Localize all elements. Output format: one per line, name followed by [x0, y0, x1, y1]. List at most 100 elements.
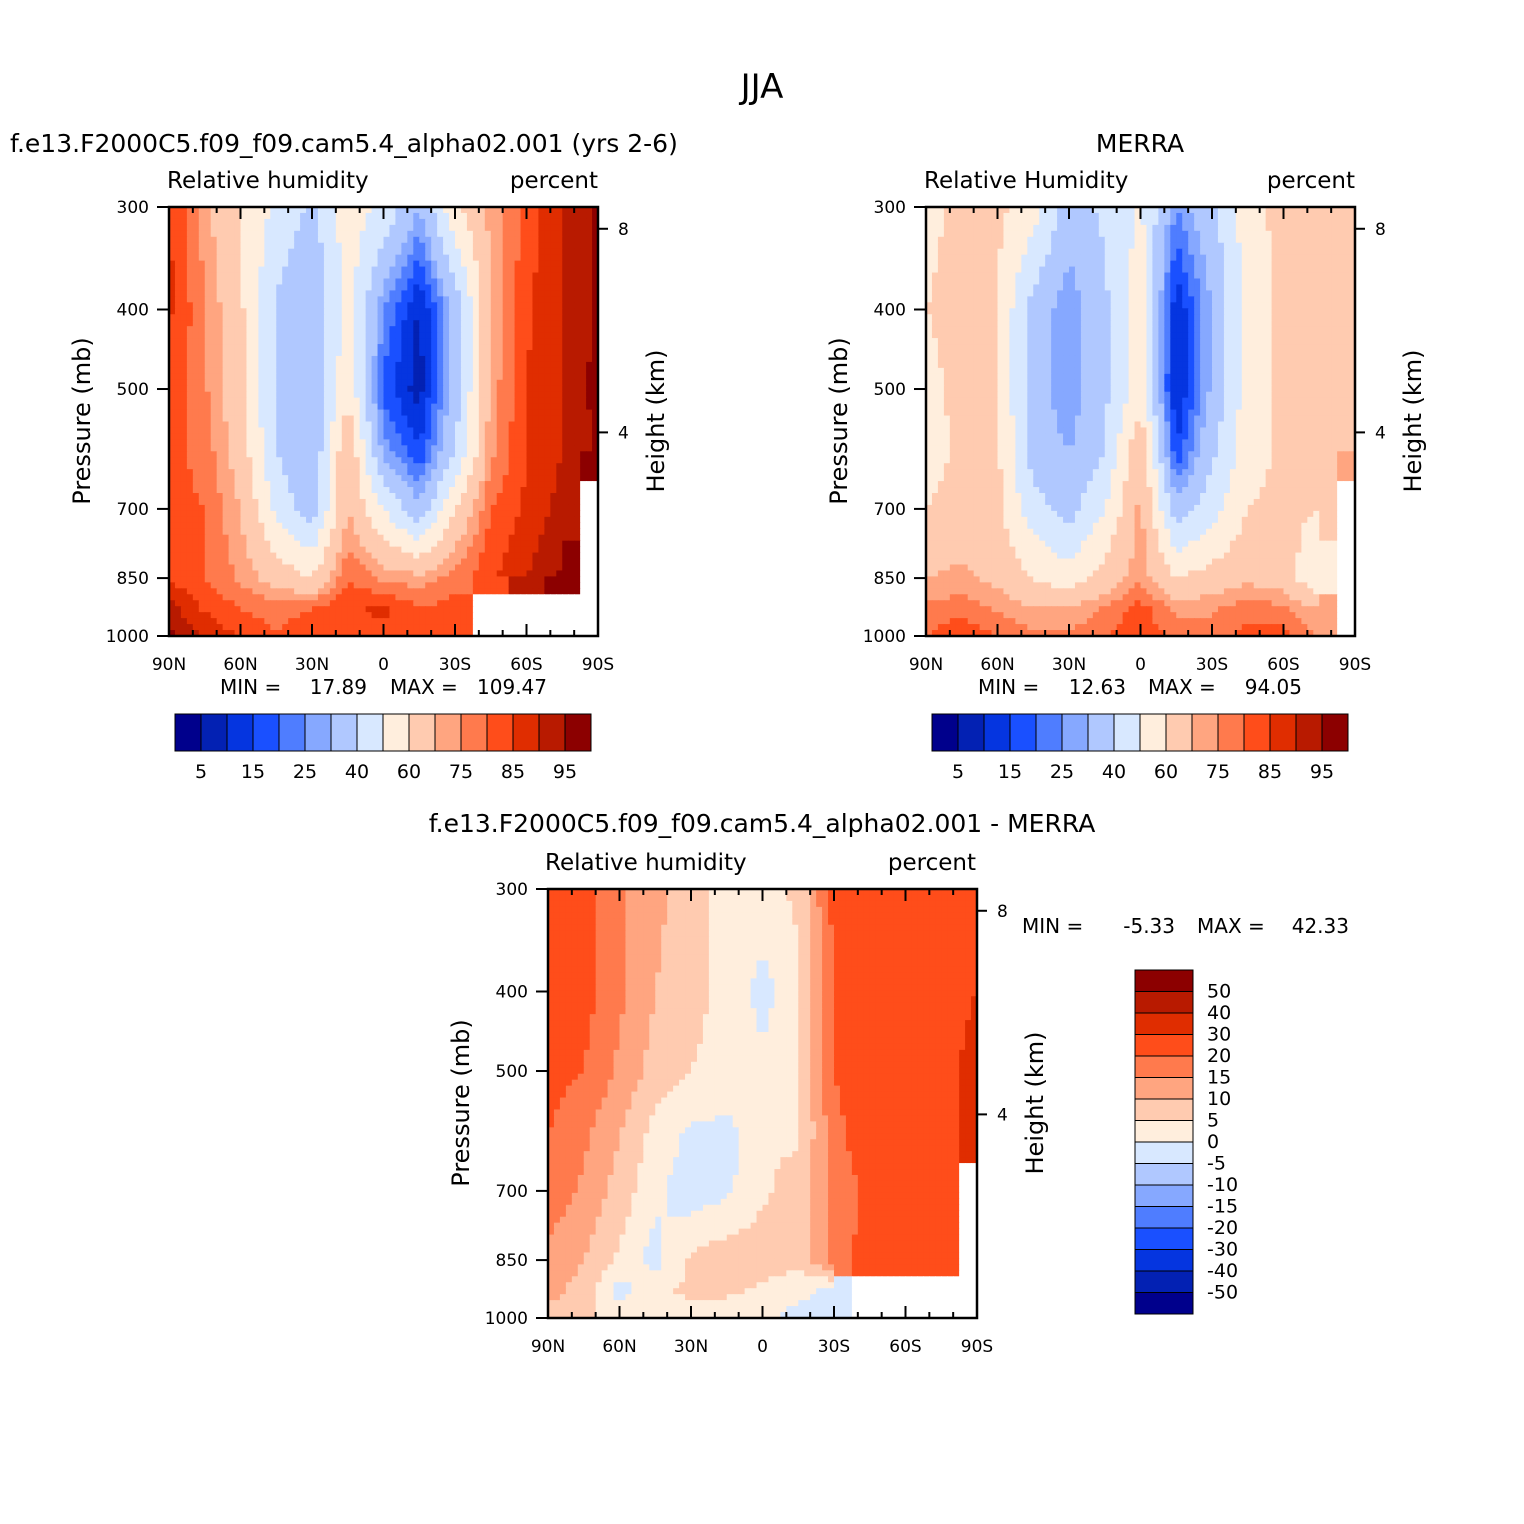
contour-cell — [323, 516, 331, 524]
contour-cell — [282, 606, 289, 613]
contour-cell — [455, 367, 462, 375]
contour-cell — [413, 207, 420, 214]
contour-cell — [532, 326, 540, 333]
contour-cell — [425, 552, 432, 560]
contour-cell — [508, 498, 516, 506]
contour-cell — [192, 421, 200, 429]
contour-cell — [449, 320, 456, 327]
contour-cell — [198, 320, 206, 327]
contour-cell — [460, 516, 468, 524]
contour-cell — [270, 344, 277, 351]
contour-cell — [455, 463, 462, 470]
contour-cell — [490, 314, 498, 321]
contour-cell — [294, 355, 301, 363]
contour-cell — [550, 284, 557, 292]
contour-cell — [550, 475, 557, 482]
contour-cell — [437, 379, 444, 387]
contour-cell — [484, 207, 492, 214]
contour-cell — [496, 421, 504, 429]
contour-cell — [425, 332, 432, 339]
contour-cell — [443, 236, 450, 244]
contour-cell — [323, 582, 331, 589]
contour-cell — [383, 606, 391, 613]
contour-cell — [264, 224, 271, 232]
contour-cell — [228, 385, 236, 393]
contour-cell — [443, 320, 450, 327]
contour-cell — [312, 433, 319, 440]
contour-cell — [300, 290, 307, 297]
contour-cell — [508, 367, 516, 375]
contour-cell — [377, 570, 385, 578]
contour-cell — [389, 522, 397, 530]
contour-cell — [210, 248, 218, 256]
contour-cell — [383, 302, 391, 309]
contour-cell — [347, 493, 355, 500]
contour-cell — [574, 564, 581, 572]
contour-cell — [294, 397, 301, 405]
contour-cell — [228, 504, 236, 512]
contour-cell — [437, 224, 444, 232]
contour-cell — [228, 272, 236, 280]
contour-cell — [455, 302, 462, 309]
contour-cell — [288, 564, 295, 572]
contour-cell — [562, 433, 569, 440]
contour-cell — [270, 498, 277, 506]
contour-cell — [240, 338, 248, 345]
contour-cell — [425, 594, 432, 601]
contour-cell — [270, 433, 277, 440]
contour-cell — [264, 379, 271, 387]
contour-cell — [276, 236, 283, 244]
contour-cell — [472, 481, 480, 488]
contour-cell — [258, 600, 265, 607]
contour-cell — [502, 391, 510, 399]
contour-cell — [580, 403, 587, 411]
contour-cell — [562, 457, 569, 464]
contour-cell — [449, 344, 456, 351]
contour-cell — [246, 534, 254, 542]
contour-cell — [532, 272, 540, 280]
contour-cell — [192, 570, 200, 578]
contour-cell — [204, 254, 212, 262]
contour-cell — [574, 498, 581, 506]
contour-cell — [222, 576, 230, 583]
contour-cell — [431, 552, 438, 560]
contour-cell — [592, 445, 599, 452]
contour-cell — [169, 230, 176, 238]
contour-cell — [317, 332, 325, 339]
contour-cell — [484, 498, 492, 506]
contour-cell — [169, 606, 176, 613]
contour-cell — [353, 528, 361, 536]
contour-cell — [270, 350, 277, 357]
contour-cell — [359, 445, 367, 452]
contour-cell — [264, 576, 271, 583]
contour-cell — [532, 600, 540, 607]
contour-cell — [407, 457, 414, 464]
contour-cell — [300, 207, 307, 214]
contour-cell — [443, 344, 450, 351]
contour-cell — [502, 296, 510, 303]
contour-cell — [562, 373, 569, 381]
contour-cell — [329, 421, 337, 429]
contour-cell — [210, 469, 218, 476]
contour-cell — [574, 355, 581, 363]
contour-cell — [246, 421, 254, 429]
contour-cell — [455, 498, 462, 506]
contour-cell — [407, 475, 414, 482]
contour-cell — [365, 284, 373, 292]
contour-cell — [586, 463, 593, 470]
contour-cell — [335, 522, 343, 530]
contour-cell — [335, 576, 343, 583]
contour-cell — [329, 445, 337, 452]
contour-cell — [276, 439, 283, 446]
contour-cell — [264, 487, 271, 494]
contour-cell — [198, 487, 206, 494]
contour-cell — [246, 558, 254, 566]
contour-cell — [174, 207, 182, 214]
contour-cell — [401, 207, 408, 214]
contour-cell — [252, 230, 259, 238]
contour-cell — [484, 439, 492, 446]
contour-cell — [347, 528, 355, 536]
contour-cell — [490, 409, 498, 417]
contour-cell — [574, 302, 581, 309]
contour-cell — [478, 242, 486, 250]
